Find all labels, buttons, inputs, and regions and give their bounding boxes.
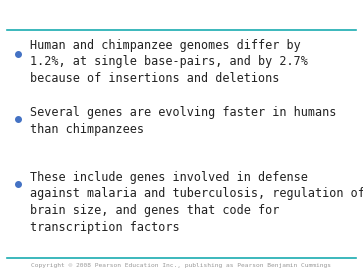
Text: Human and chimpanzee genomes differ by
1.2%, at single base-pairs, and by 2.7%
b: Human and chimpanzee genomes differ by 1… — [30, 39, 308, 85]
Text: Several genes are evolving faster in humans
than chimpanzees: Several genes are evolving faster in hum… — [30, 106, 337, 136]
Text: Copyright © 2008 Pearson Education Inc., publishing as Pearson Benjamin Cummings: Copyright © 2008 Pearson Education Inc.,… — [31, 264, 331, 269]
Text: These include genes involved in defense
against malaria and tuberculosis, regula: These include genes involved in defense … — [30, 171, 363, 233]
